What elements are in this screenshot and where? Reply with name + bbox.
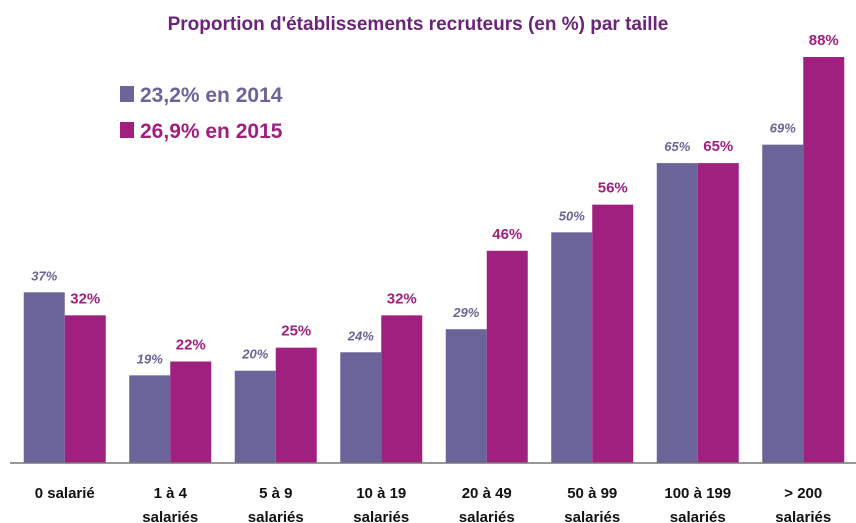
bar: [486, 250, 528, 463]
bar: [129, 375, 171, 463]
value-label: 50%: [559, 208, 585, 223]
x-tick-label: 20 à 49: [462, 485, 512, 502]
bar: [275, 347, 317, 463]
value-label: 69%: [770, 121, 796, 136]
value-label: 56%: [598, 180, 628, 197]
bar: [445, 329, 487, 463]
bar: [551, 232, 593, 463]
value-label: 32%: [387, 290, 417, 307]
bar: [340, 352, 382, 463]
value-label: 29%: [452, 305, 479, 320]
x-tick-label: salariés: [775, 509, 831, 523]
bar: [762, 144, 804, 463]
bar: [170, 361, 212, 463]
value-label: 19%: [137, 351, 163, 366]
value-label: 20%: [241, 347, 268, 362]
x-tick-label: 1 à 4: [154, 485, 188, 502]
bar: [697, 163, 739, 463]
value-label: 22%: [176, 337, 206, 354]
bar: [803, 57, 845, 463]
bar: [381, 315, 423, 463]
value-label: 88%: [809, 32, 839, 49]
x-tick-label: salariés: [353, 509, 409, 523]
x-tick-label: 5 à 9: [259, 485, 292, 502]
value-label: 65%: [664, 139, 690, 154]
chart-title: Proportion d'établissements recruteurs (…: [168, 14, 669, 35]
bar: [592, 204, 634, 464]
legend-swatch: [120, 122, 134, 138]
value-label: 65%: [703, 138, 733, 155]
x-tick-label: salariés: [564, 509, 620, 523]
x-tick-label: > 200: [784, 485, 822, 502]
x-tick-label: 0 salarié: [35, 485, 95, 502]
legend-label: 26,9% en 2015: [140, 120, 283, 143]
bar: [656, 163, 698, 463]
value-label: 24%: [347, 328, 374, 343]
bar: [64, 315, 106, 463]
x-tick-label: 50 à 99: [567, 485, 617, 502]
x-tick-label: salariés: [248, 509, 304, 523]
bar: [234, 370, 276, 463]
x-tick-label: salariés: [142, 509, 198, 523]
x-tick-label: 100 à 199: [664, 485, 731, 502]
value-label: 25%: [281, 323, 311, 340]
x-tick-label: salariés: [670, 509, 726, 523]
legend-label: 23,2% en 2014: [140, 84, 283, 107]
x-tick-label: 10 à 19: [356, 485, 406, 502]
value-label: 32%: [70, 290, 100, 307]
bar: [23, 292, 65, 463]
legend-swatch: [120, 86, 134, 102]
value-label: 37%: [31, 268, 57, 283]
x-tick-label: salariés: [459, 509, 515, 523]
value-label: 46%: [492, 226, 522, 243]
